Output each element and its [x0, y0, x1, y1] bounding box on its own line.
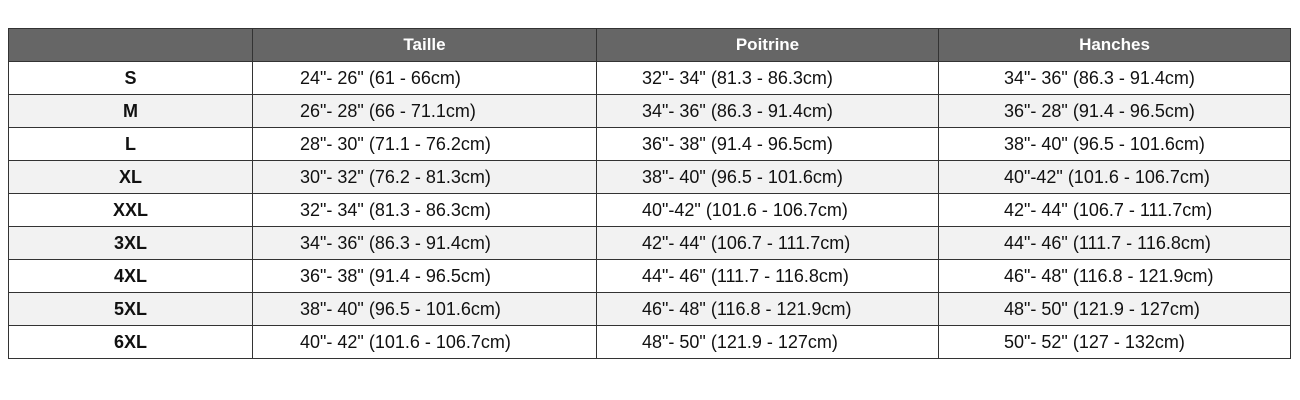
table-row: XL 30"- 32" (76.2 - 81.3cm) 38"- 40" (96.5…	[8, 160, 1291, 194]
header-taille: Taille	[252, 28, 597, 62]
taille-cell: 40"- 42" (101.6 - 106.7cm)	[252, 325, 597, 359]
hanches-cell: 38"- 40" (96.5 - 101.6cm)	[938, 127, 1291, 161]
hanches-cell: 48"- 50" (121.9 - 127cm)	[938, 292, 1291, 326]
poitrine-cell: 48"- 50" (121.9 - 127cm)	[596, 325, 939, 359]
taille-cell: 38"- 40" (96.5 - 101.6cm)	[252, 292, 597, 326]
table-row: M 26"- 28" (66 - 71.1cm) 34"- 36" (86.3 - …	[8, 94, 1291, 128]
hanches-cell: 36"- 28" (91.4 - 96.5cm)	[938, 94, 1291, 128]
table-row: S 24"- 26" (61 - 66cm) 32"- 34" (81.3 - 86…	[8, 61, 1291, 95]
table-row: 5XL 38"- 40" (96.5 - 101.6cm) 46"- 48" (11…	[8, 292, 1291, 326]
hanches-cell: 34"- 36" (86.3 - 91.4cm)	[938, 61, 1291, 95]
table-row: 3XL 34"- 36" (86.3 - 91.4cm) 42"- 44" (106…	[8, 226, 1291, 260]
poitrine-cell: 38"- 40" (96.5 - 101.6cm)	[596, 160, 939, 194]
hanches-cell: 42"- 44" (106.7 - 111.7cm)	[938, 193, 1291, 227]
taille-cell: 32"- 34" (81.3 - 86.3cm)	[252, 193, 597, 227]
poitrine-cell: 44"- 46" (111.7 - 116.8cm)	[596, 259, 939, 293]
size-cell: L	[8, 127, 253, 161]
size-cell: 4XL	[8, 259, 253, 293]
poitrine-cell: 32"- 34" (81.3 - 86.3cm)	[596, 61, 939, 95]
poitrine-cell: 46"- 48" (116.8 - 121.9cm)	[596, 292, 939, 326]
header-size	[8, 28, 253, 62]
taille-cell: 36"- 38" (91.4 - 96.5cm)	[252, 259, 597, 293]
size-cell: XXL	[8, 193, 253, 227]
size-cell: 3XL	[8, 226, 253, 260]
poitrine-cell: 36"- 38" (91.4 - 96.5cm)	[596, 127, 939, 161]
table-row: XXL 32"- 34" (81.3 - 86.3cm) 40"-42" (101.…	[8, 193, 1291, 227]
taille-cell: 24"- 26" (61 - 66cm)	[252, 61, 597, 95]
table-row: 6XL 40"- 42" (101.6 - 106.7cm) 48"- 50" (1…	[8, 325, 1291, 359]
hanches-cell: 46"- 48" (116.8 - 121.9cm)	[938, 259, 1291, 293]
hanches-cell: 40"-42" (101.6 - 106.7cm)	[938, 160, 1291, 194]
taille-cell: 28"- 30" (71.1 - 76.2cm)	[252, 127, 597, 161]
size-cell: 5XL	[8, 292, 253, 326]
hanches-cell: 50"- 52" (127 - 132cm)	[938, 325, 1291, 359]
table-row: 4XL 36"- 38" (91.4 - 96.5cm) 44"- 46" (111…	[8, 259, 1291, 293]
header-row: Taille Poitrine Hanches	[8, 28, 1291, 62]
poitrine-cell: 34"- 36" (86.3 - 91.4cm)	[596, 94, 939, 128]
header-hanches: Hanches	[938, 28, 1291, 62]
hanches-cell: 44"- 46" (111.7 - 116.8cm)	[938, 226, 1291, 260]
header-poitrine: Poitrine	[596, 28, 939, 62]
taille-cell: 34"- 36" (86.3 - 91.4cm)	[252, 226, 597, 260]
size-cell: S	[8, 61, 253, 95]
size-cell: M	[8, 94, 253, 128]
table-row: L 28"- 30" (71.1 - 76.2cm) 36"- 38" (91.4 …	[8, 127, 1291, 161]
taille-cell: 26"- 28" (66 - 71.1cm)	[252, 94, 597, 128]
size-chart-table: Taille Poitrine Hanches S 24"- 26" (61 - …	[8, 28, 1291, 359]
poitrine-cell: 40"-42" (101.6 - 106.7cm)	[596, 193, 939, 227]
size-cell: 6XL	[8, 325, 253, 359]
poitrine-cell: 42"- 44" (106.7 - 111.7cm)	[596, 226, 939, 260]
size-cell: XL	[8, 160, 253, 194]
taille-cell: 30"- 32" (76.2 - 81.3cm)	[252, 160, 597, 194]
